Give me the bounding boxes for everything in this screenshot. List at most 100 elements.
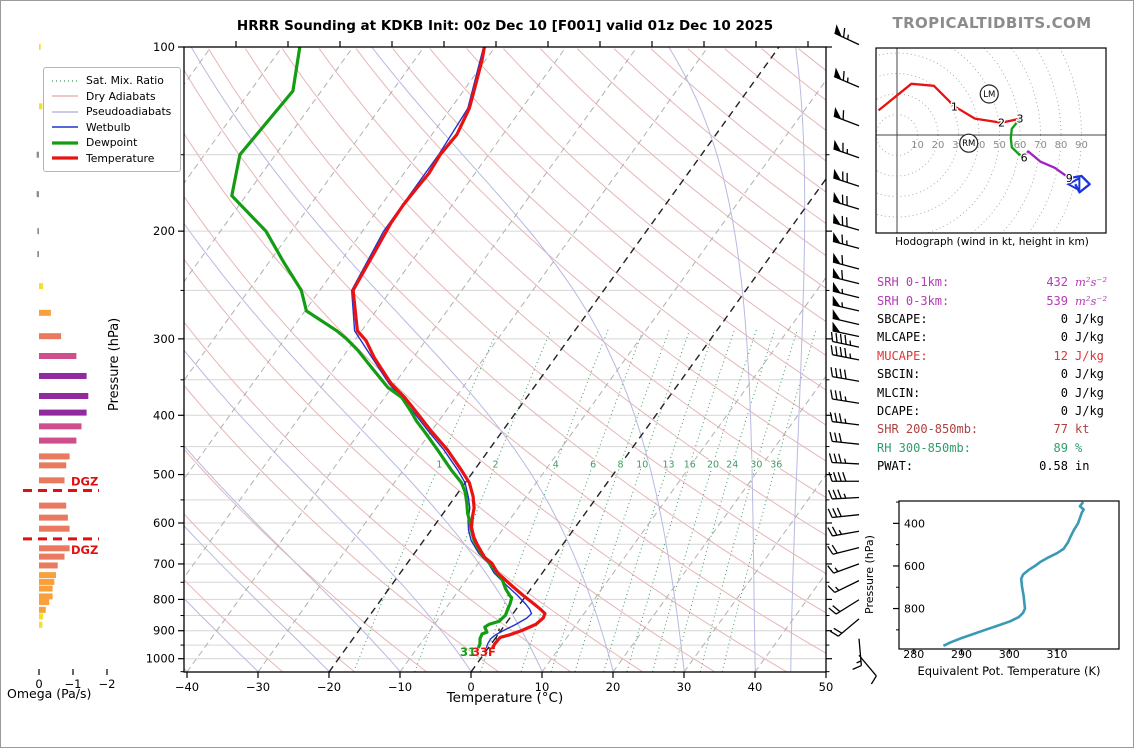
isotherm-line bbox=[186, 47, 638, 672]
dry-adiabat-line bbox=[184, 195, 715, 672]
pseudoadiabat-line bbox=[190, 47, 614, 672]
theta-e-x-tick-label: 310 bbox=[1046, 648, 1067, 661]
wind-barb bbox=[858, 654, 877, 685]
omega-axis-label: Omega (Pa/s) bbox=[7, 686, 92, 701]
legend-label: Wetbulb bbox=[86, 120, 131, 134]
wind-barb bbox=[833, 168, 860, 187]
omega-bar bbox=[39, 103, 43, 110]
isotherm-line bbox=[184, 47, 425, 382]
omega-bar bbox=[39, 545, 70, 552]
mixing-ratio-label: 16 bbox=[684, 459, 696, 470]
wind-barb bbox=[829, 618, 860, 637]
mixing-ratio-line bbox=[603, 329, 715, 672]
omega-bar bbox=[39, 372, 87, 379]
storm-motion-marker bbox=[959, 133, 979, 153]
stat-label: PWAT: bbox=[877, 459, 914, 474]
temp-tick-label: −10 bbox=[388, 680, 412, 694]
wind-barb bbox=[827, 580, 860, 594]
wind-barb bbox=[834, 24, 860, 46]
pressure-axis-label: Pressure (hPa) bbox=[107, 317, 122, 411]
omega-bar bbox=[39, 562, 58, 569]
dry-adiabat-line bbox=[318, 48, 826, 499]
theta-e-x-tick-label: 280 bbox=[903, 648, 924, 661]
omega-bar bbox=[39, 333, 62, 340]
temp-tick-label: 50 bbox=[819, 680, 834, 694]
stat-value: 432 bbox=[1046, 275, 1068, 290]
dgz-label: DGZ bbox=[71, 543, 98, 557]
mixing-ratio-label: 1 bbox=[436, 459, 442, 470]
omega-bar bbox=[39, 353, 77, 360]
stat-unit: kt bbox=[1075, 422, 1090, 437]
mixing-ratio-line bbox=[652, 329, 757, 672]
omega-bar bbox=[36, 151, 39, 158]
pseudoadiabat-line bbox=[184, 445, 401, 672]
wind-barb bbox=[830, 345, 860, 361]
theta-e-x-tick-label: 300 bbox=[999, 648, 1020, 661]
wind-barb bbox=[827, 507, 860, 519]
wind-barb bbox=[829, 431, 860, 445]
mixing-ratio-label: 10 bbox=[636, 459, 648, 470]
stat-unit: m²s⁻² bbox=[1075, 275, 1108, 290]
stat-label: SRH 0-1km: bbox=[877, 275, 950, 290]
storm-motion-marker-label: RM bbox=[962, 139, 975, 149]
legend-item-mixratio: Sat. Mix. Ratio bbox=[51, 73, 171, 89]
hodograph-ring-label: 80 bbox=[1055, 140, 1068, 151]
omega-bar bbox=[39, 309, 51, 316]
theta-e-y-tick-label: 600 bbox=[904, 560, 925, 573]
theta-e-y-axis-label: Pressure (hPa) bbox=[863, 535, 876, 615]
dry-adiabat-line bbox=[184, 68, 826, 654]
mixing-ratio-line bbox=[626, 329, 735, 672]
site-watermark: TROPICALTIDBITS.COM bbox=[892, 14, 1092, 32]
dry-adiabat-line bbox=[245, 48, 826, 575]
wind-barb bbox=[832, 281, 860, 299]
pressure-tick-label: 1000 bbox=[146, 652, 175, 666]
pressure-tick-label: 700 bbox=[153, 557, 175, 571]
pressure-tick-label: 900 bbox=[153, 624, 175, 638]
hodograph-trace-6-9km bbox=[1023, 150, 1070, 180]
dry-adiabat-line bbox=[503, 48, 826, 323]
wind-barb bbox=[827, 526, 860, 537]
surface-temp-label: 33F bbox=[472, 645, 496, 659]
wind-barb bbox=[828, 599, 860, 615]
pseudoadiabat-line bbox=[184, 222, 543, 672]
pseudoadiabat-line bbox=[184, 349, 472, 672]
stat-label: RH 300-850mb: bbox=[877, 440, 971, 455]
stat-value: 12 bbox=[1053, 348, 1068, 363]
stat-row: RH 300-850mb: 89% bbox=[877, 439, 1129, 457]
isotherm-line bbox=[541, 276, 826, 672]
omega-bar bbox=[39, 525, 70, 532]
omega-bar bbox=[39, 606, 46, 613]
hodograph-trace-3-6km bbox=[1009, 117, 1025, 159]
legend-swatch-dryadiabat bbox=[52, 95, 78, 97]
wind-barb-column bbox=[827, 24, 877, 685]
legend-label: Dry Adiabats bbox=[86, 89, 156, 103]
stat-value: 0 bbox=[1060, 330, 1068, 345]
mixing-ratio-label: 4 bbox=[553, 459, 559, 470]
legend-swatch-dewpoint bbox=[52, 141, 78, 145]
isotherm-line bbox=[399, 79, 826, 672]
hodograph-ring-label: 20 bbox=[932, 140, 945, 151]
temp-tick-label: −40 bbox=[175, 680, 199, 694]
omega-bar bbox=[39, 409, 87, 416]
hodograph-height-label: 2 bbox=[998, 117, 1005, 130]
mixing-ratio-label: 6 bbox=[590, 459, 596, 470]
stat-label: SBCAPE: bbox=[877, 311, 928, 326]
mixing-ratio-label: 2 bbox=[493, 459, 499, 470]
legend-swatch-temperature bbox=[52, 156, 78, 160]
pressure-tick-label: 800 bbox=[153, 592, 175, 606]
wind-barb bbox=[828, 453, 860, 465]
stat-label: MLCIN: bbox=[877, 385, 921, 400]
omega-bar bbox=[37, 251, 39, 258]
stat-value: 89 bbox=[1053, 440, 1068, 455]
wind-barb bbox=[827, 544, 860, 555]
mixing-ratio-label: 24 bbox=[726, 459, 738, 470]
pseudoadiabat-line bbox=[790, 47, 806, 672]
wind-barb bbox=[833, 106, 860, 127]
dry-adiabat-line bbox=[613, 48, 826, 225]
storm-motion-marker bbox=[979, 84, 999, 104]
hodograph-ring-label: 40 bbox=[973, 140, 986, 151]
wind-barb bbox=[832, 309, 860, 326]
dry-adiabat-line bbox=[184, 132, 787, 672]
legend-item-dewpoint: Dewpoint bbox=[51, 135, 171, 151]
